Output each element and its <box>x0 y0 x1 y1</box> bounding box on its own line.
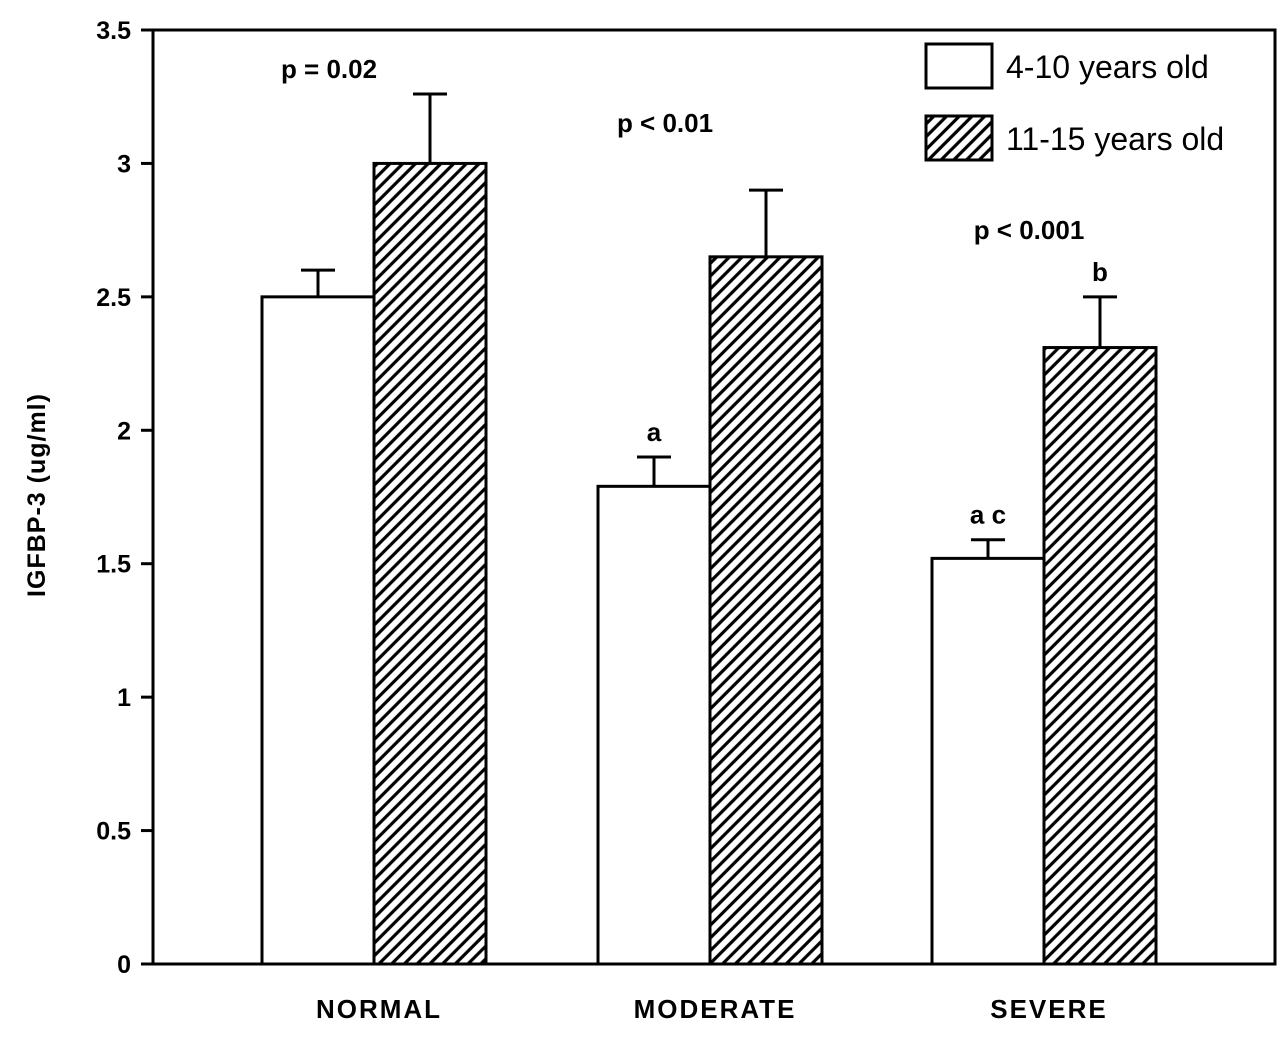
p-value-annotation: p < 0.01 <box>617 108 713 138</box>
annotations: p = 0.02 a p < 0.01 a c bp < 0.001 <box>281 54 1108 530</box>
p-value-annotation: p < 0.001 <box>974 215 1085 245</box>
y-tick-label: 1 <box>117 684 131 712</box>
legend-label: 4-10 years old <box>1006 49 1209 85</box>
bar-age-11-15 <box>1042 346 1158 966</box>
x-category-label: MODERATE <box>634 994 797 1024</box>
legend: 4-10 years old 11-15 years old <box>924 42 1224 162</box>
bar-age-11-15 <box>372 161 488 966</box>
y-tick-label: 3.5 <box>96 17 131 45</box>
bar-age-4-10 <box>260 295 376 966</box>
bar-age-4-10 <box>930 556 1046 966</box>
legend-label: 11-15 years old <box>1006 121 1224 157</box>
y-tick-label: 0 <box>117 951 131 979</box>
legend-swatch-age-4-10 <box>924 42 994 90</box>
significance-letter: a c <box>970 500 1006 530</box>
significance-letter: a <box>647 417 662 447</box>
y-tick-label: 0.5 <box>96 818 131 846</box>
y-tick-label: 3 <box>117 150 131 178</box>
y-tick-label: 1.5 <box>96 551 131 579</box>
bar-age-4-10 <box>596 484 712 966</box>
legend-swatch-age-11-15 <box>924 114 994 162</box>
x-category-label: NORMAL <box>316 994 442 1024</box>
y-tick-label: 2.5 <box>96 284 131 312</box>
x-category-label: SEVERE <box>990 994 1108 1024</box>
p-value-annotation: p = 0.02 <box>281 54 377 84</box>
y-tick-label: 2 <box>117 417 131 445</box>
bars <box>260 92 1158 966</box>
significance-letter: b <box>1092 257 1108 287</box>
y-axis-label: IGFBP-3 (ug/ml) <box>23 393 51 597</box>
bar-age-11-15 <box>708 255 824 966</box>
